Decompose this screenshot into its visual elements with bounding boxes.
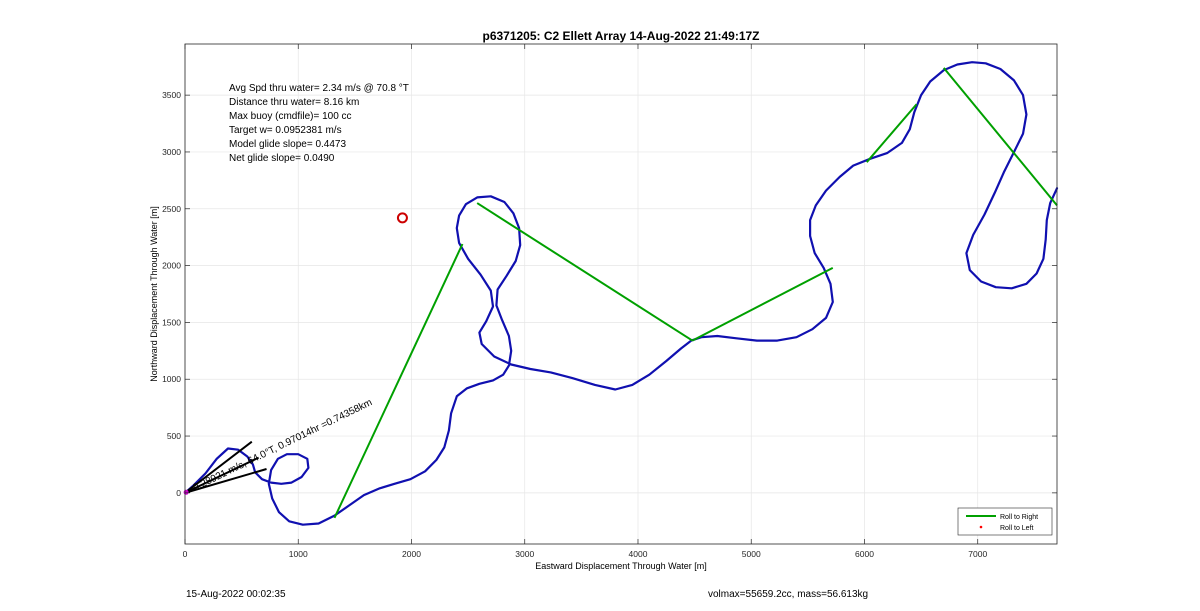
stats-line: Net glide slope= 0.0490 bbox=[229, 153, 335, 164]
stats-text-block: Avg Spd thru water= 2.34 m/s @ 70.8 °T D… bbox=[229, 83, 409, 164]
roll-right-segment bbox=[476, 202, 693, 342]
footer-timestamp: 15-Aug-2022 00:02:35 bbox=[186, 589, 286, 600]
stats-line: Max buoy (cmdfile)= 100 cc bbox=[229, 111, 352, 122]
x-tick-label: 3000 bbox=[515, 549, 534, 559]
legend-swatch-roll-left bbox=[979, 525, 983, 529]
y-tick-label: 3000 bbox=[162, 147, 181, 157]
x-tick-label: 7000 bbox=[968, 549, 987, 559]
data-layer bbox=[183, 61, 1059, 526]
y-tick-label: 1500 bbox=[162, 317, 181, 327]
stats-line: Target w= 0.0952381 m/s bbox=[229, 125, 342, 136]
legend-label-roll-left: Roll to Left bbox=[1000, 525, 1034, 532]
x-tick-label: 4000 bbox=[629, 549, 648, 559]
y-tick-label: 1000 bbox=[162, 374, 181, 384]
legend-label-roll-right: Roll to Right bbox=[1000, 514, 1038, 521]
roll-right-segment bbox=[942, 67, 1058, 206]
x-tick-label: 5000 bbox=[742, 549, 761, 559]
grid-lines bbox=[184, 44, 1057, 544]
y-tick-label: 2000 bbox=[162, 261, 181, 271]
x-tick-label: 6000 bbox=[855, 549, 874, 559]
x-tick-label: 2000 bbox=[402, 549, 421, 559]
current-vector-line bbox=[184, 440, 253, 494]
waypoint-circle bbox=[396, 212, 408, 224]
legend: Roll to Right Roll to Left bbox=[957, 507, 1053, 536]
x-tick-label: 0 bbox=[183, 549, 188, 559]
roll-right-segment bbox=[865, 103, 918, 163]
y-tick-label: 3500 bbox=[162, 90, 181, 100]
plot-frame bbox=[184, 43, 1058, 545]
chart-title: p6371205: C2 Ellett Array 14-Aug-2022 21… bbox=[482, 29, 759, 43]
x-tick-label: 1000 bbox=[289, 549, 308, 559]
roll-right-segment bbox=[333, 243, 464, 519]
stats-line: Distance thru water= 8.16 km bbox=[229, 97, 359, 108]
y-tick-label: 500 bbox=[167, 431, 181, 441]
stats-line: Model glide slope= 0.4473 bbox=[229, 139, 346, 150]
current-vector-line bbox=[184, 468, 267, 494]
roll-right-segment bbox=[691, 266, 834, 342]
legend-box bbox=[957, 507, 1053, 536]
origin-marker bbox=[183, 489, 189, 495]
current-vector-line bbox=[184, 456, 260, 494]
y-axis-label: Northward Displacement Through Water [m] bbox=[149, 206, 159, 382]
y-tick-label: 2500 bbox=[162, 204, 181, 214]
glider-track-line bbox=[183, 61, 1059, 526]
stats-line: Avg Spd thru water= 2.34 m/s @ 70.8 °T bbox=[229, 83, 409, 94]
x-axis-label: Eastward Displacement Through Water [m] bbox=[535, 561, 707, 571]
y-tick-label: 0 bbox=[176, 488, 181, 498]
axes: 0 1000 2000 3000 4000 5000 6000 7000 0 500 1000 150… bbox=[162, 44, 1057, 559]
footer-mass-info: volmax=55659.2cc, mass=56.613kg bbox=[708, 589, 869, 600]
